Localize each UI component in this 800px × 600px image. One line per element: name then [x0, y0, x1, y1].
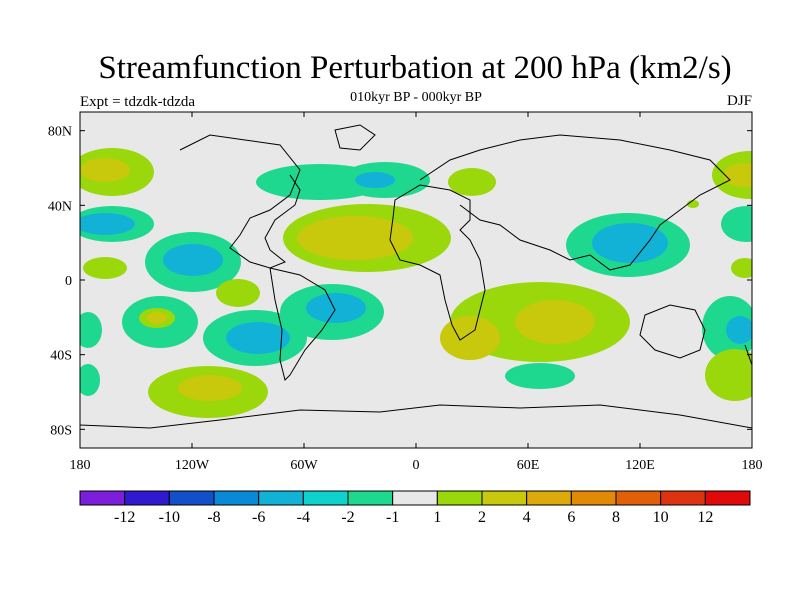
- x-tick-label: 180: [742, 458, 763, 473]
- contour-region: [147, 312, 167, 324]
- colorbar-swatch: [258, 490, 304, 506]
- colorbar-label: -12: [114, 509, 135, 526]
- colorbar-label: -8: [207, 509, 220, 526]
- plot-subtitle: 010kyr BP - 000kyr BP: [350, 90, 482, 105]
- contour-region: [505, 363, 575, 389]
- contour-region: [80, 213, 135, 235]
- south-america-coast: [269, 267, 336, 381]
- contour-region: [226, 322, 290, 354]
- colorbar-label: -6: [252, 509, 265, 526]
- colorbar-swatch: [570, 490, 617, 506]
- plot-title: Streamfunction Perturbation at 200 hPa (…: [98, 50, 732, 86]
- colorbar-swatch: [392, 490, 438, 506]
- contour-region: [83, 257, 127, 279]
- colorbar-label: -2: [341, 509, 354, 526]
- contour-region: [80, 312, 102, 348]
- colorbar-labels: -12 -10 -8 -6 -4 -2 -1 1 2 4 6 8 10 12: [114, 509, 713, 526]
- australia-coast: [639, 304, 706, 359]
- colorbar-swatch: [347, 490, 394, 506]
- y-tick-label: 80S: [50, 423, 72, 438]
- y-tick-label: 40N: [48, 199, 72, 214]
- colorbar-swatch: [526, 490, 572, 506]
- colorbar-label: -1: [386, 509, 399, 526]
- x-tick-label: 60W: [290, 458, 318, 473]
- contour-fields: [80, 148, 752, 418]
- y-tick-label: 40S: [50, 349, 72, 364]
- contour-region: [355, 172, 395, 188]
- contour-region: [448, 168, 496, 196]
- contour-region: [592, 223, 668, 263]
- contour-region: [297, 216, 413, 260]
- y-tick-label: 0: [65, 274, 72, 289]
- contour-region: [80, 364, 100, 396]
- x-tick-label: 120E: [625, 458, 655, 473]
- contour-region: [178, 375, 242, 401]
- colorbar-swatch: [124, 490, 170, 506]
- colorbar-label: 2: [478, 509, 486, 526]
- africa-coast: [389, 184, 486, 341]
- contour-region: [515, 300, 595, 344]
- contour-region: [80, 158, 130, 182]
- contour-region: [723, 163, 752, 187]
- colorbar-label: 6: [567, 509, 575, 526]
- colorbar-swatch: [79, 490, 126, 506]
- colorbar-swatch: [704, 490, 751, 506]
- season-label: DJF: [726, 93, 752, 109]
- colorbar-label: -10: [159, 509, 180, 526]
- contour-region: [731, 258, 752, 278]
- x-tick-label: 120W: [175, 458, 210, 473]
- colorbar-label: 4: [523, 509, 531, 526]
- colorbar-label: 1: [433, 509, 441, 526]
- x-tick-label: 180: [70, 458, 91, 473]
- experiment-label: Expt = tdzdk-tdzda: [80, 94, 196, 110]
- contour-region: [216, 279, 260, 307]
- north-america-coast: [179, 134, 301, 269]
- greenland-coast: [334, 124, 376, 151]
- colorbar: [79, 490, 751, 506]
- colorbar-swatch: [168, 490, 215, 506]
- colorbar-swatch: [302, 490, 349, 506]
- eurasia-coast: [419, 134, 731, 271]
- colorbar-swatch: [436, 490, 483, 506]
- antarctica-coast: [80, 404, 752, 429]
- colorbar-swatch: [660, 490, 706, 506]
- colorbar-label: -4: [297, 509, 310, 526]
- colorbar-label: 10: [653, 509, 669, 526]
- colorbar-swatch: [213, 490, 260, 506]
- contour-region: [163, 244, 223, 276]
- contour-region: [726, 316, 752, 344]
- x-tick-label: 0: [413, 458, 420, 473]
- contour-region: [440, 316, 500, 360]
- x-axis-labels: 180 120W 60W 0 60E 120E 180: [70, 458, 763, 473]
- contour-region: [721, 206, 752, 242]
- colorbar-label: 12: [697, 509, 713, 526]
- x-tick-label: 60E: [517, 458, 540, 473]
- y-axis-labels: 80N 40N 0 40S 80S: [48, 125, 72, 439]
- contour-region: [306, 293, 366, 323]
- coastlines: [80, 124, 752, 429]
- contour-region: [705, 349, 752, 401]
- colorbar-swatch: [615, 490, 662, 506]
- colorbar-swatch: [481, 490, 528, 506]
- y-tick-label: 80N: [48, 125, 72, 140]
- axis-ticks: [79, 112, 753, 448]
- colorbar-label: 8: [612, 509, 620, 526]
